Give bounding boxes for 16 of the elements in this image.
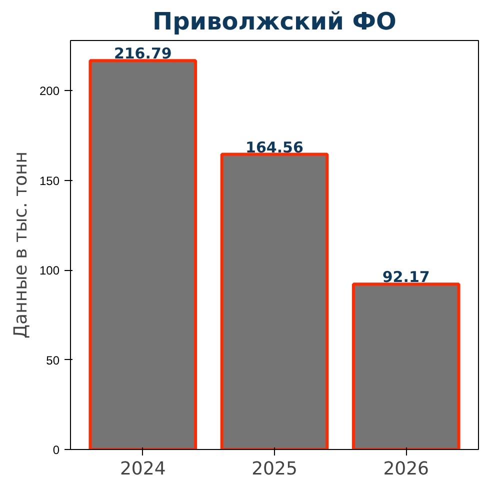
y-tick-label: 50: [46, 353, 60, 368]
chart-title: Приволжский ФО: [152, 8, 396, 36]
y-tick-label: 0: [52, 443, 60, 457]
bar: [88, 59, 198, 450]
x-tick-label: 2026: [383, 458, 430, 480]
y-axis-title: Данные в тыс. тонн: [10, 151, 32, 339]
y-tick-label: 150: [39, 174, 60, 188]
data-label: 164.56: [246, 138, 304, 156]
data-label: 92.17: [382, 268, 430, 286]
y-tick-label: 100: [39, 264, 60, 278]
bar: [220, 152, 329, 450]
y-tick-label: 200: [39, 84, 60, 98]
x-tick-label: 2024: [120, 458, 166, 480]
data-label: 216.79: [114, 44, 172, 63]
x-tick-label: 2025: [252, 458, 298, 480]
bar: [352, 282, 460, 450]
